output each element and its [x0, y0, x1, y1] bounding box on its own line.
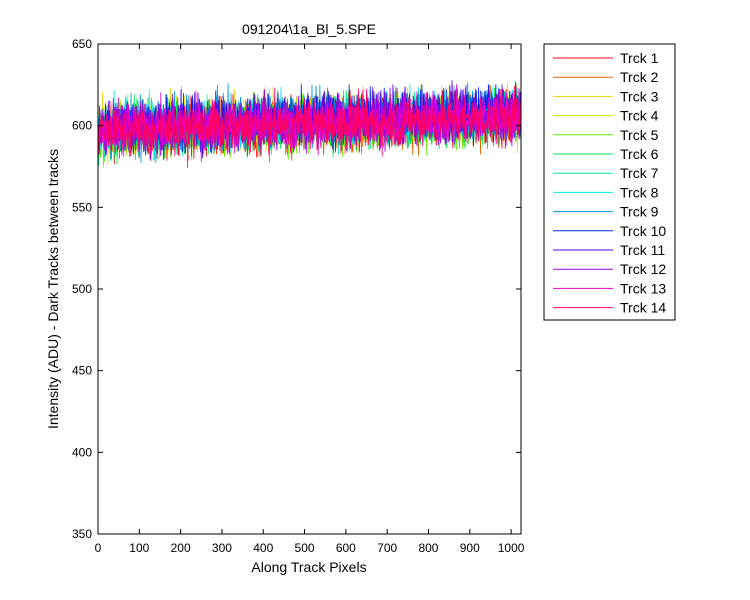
- legend-box: [543, 43, 676, 321]
- x-tick-label: 900: [460, 541, 480, 555]
- legend: Trck 1 Trck 2 Trck 3 Trck 4 Trck 5 Trck 6 Trck…: [543, 43, 676, 321]
- legend-label: Trck 8: [620, 184, 659, 200]
- x-tick-label: 600: [336, 541, 356, 555]
- legend-label: Trck 2: [620, 69, 659, 85]
- x-tick-label: 0: [95, 541, 102, 555]
- x-tick-label: 700: [377, 541, 397, 555]
- legend-item: Trck 14: [553, 300, 666, 316]
- chart-title: 091204\1a_Bl_5.SPE: [242, 21, 376, 37]
- series-line-trck-14: [97, 85, 521, 168]
- legend-label: Trck 4: [620, 108, 659, 124]
- x-tick-label: 100: [129, 541, 149, 555]
- legend-label: Trck 7: [620, 165, 659, 181]
- legend-item: Trck 9: [553, 204, 659, 220]
- legend-label: Trck 5: [620, 127, 659, 143]
- legend-label: Trck 14: [620, 300, 666, 316]
- x-tick-label: 300: [212, 541, 232, 555]
- ticks-layer: 0 100 200 300 400 500 600 700 800 900 1000 350 400 45…: [72, 37, 525, 555]
- x-tick-label: 1000: [498, 541, 525, 555]
- y-tick-label: 400: [72, 445, 92, 459]
- plot-area: 0 100 200 300 400 500 600 700 800 900 1000 350 400 45…: [72, 37, 525, 555]
- legend-item: Trck 4: [553, 108, 659, 124]
- legend-label: Trck 3: [620, 88, 659, 104]
- y-tick-label: 600: [72, 119, 92, 133]
- legend-item: Trck 2: [553, 69, 659, 85]
- legend-items: Trck 1 Trck 2 Trck 3 Trck 4 Trck 5 Trck 6 Trck…: [553, 50, 666, 316]
- x-tick-label: 200: [171, 541, 191, 555]
- x-tick-label: 500: [295, 541, 315, 555]
- legend-item: Trck 12: [553, 261, 666, 277]
- legend-label: Trck 11: [620, 242, 665, 258]
- series-layer: [97, 80, 521, 179]
- legend-item: Trck 5: [553, 127, 659, 143]
- legend-item: Trck 11: [553, 242, 665, 258]
- legend-item: Trck 6: [553, 146, 659, 162]
- legend-label: Trck 6: [620, 146, 659, 162]
- y-tick-label: 350: [72, 527, 92, 541]
- legend-item: Trck 1: [553, 50, 659, 66]
- y-tick-label: 650: [72, 37, 92, 51]
- legend-label: Trck 9: [620, 204, 659, 220]
- y-tick-label: 500: [72, 282, 92, 296]
- y-axis-title: Intensity (ADU) - Dark Tracks between tr…: [45, 149, 61, 429]
- legend-item: Trck 7: [553, 165, 659, 181]
- legend-label: Trck 13: [620, 280, 666, 296]
- legend-item: Trck 13: [553, 280, 666, 296]
- y-tick-label: 450: [72, 364, 92, 378]
- legend-label: Trck 1: [620, 50, 659, 66]
- y-tick-label: 550: [72, 200, 92, 214]
- legend-label: Trck 10: [620, 223, 666, 239]
- x-axis-title: Along Track Pixels: [251, 559, 366, 575]
- legend-label: Trck 12: [620, 261, 666, 277]
- legend-item: Trck 10: [553, 223, 666, 239]
- legend-item: Trck 8: [553, 184, 659, 200]
- legend-item: Trck 3: [553, 88, 659, 104]
- x-tick-label: 800: [418, 541, 438, 555]
- x-tick-label: 400: [253, 541, 273, 555]
